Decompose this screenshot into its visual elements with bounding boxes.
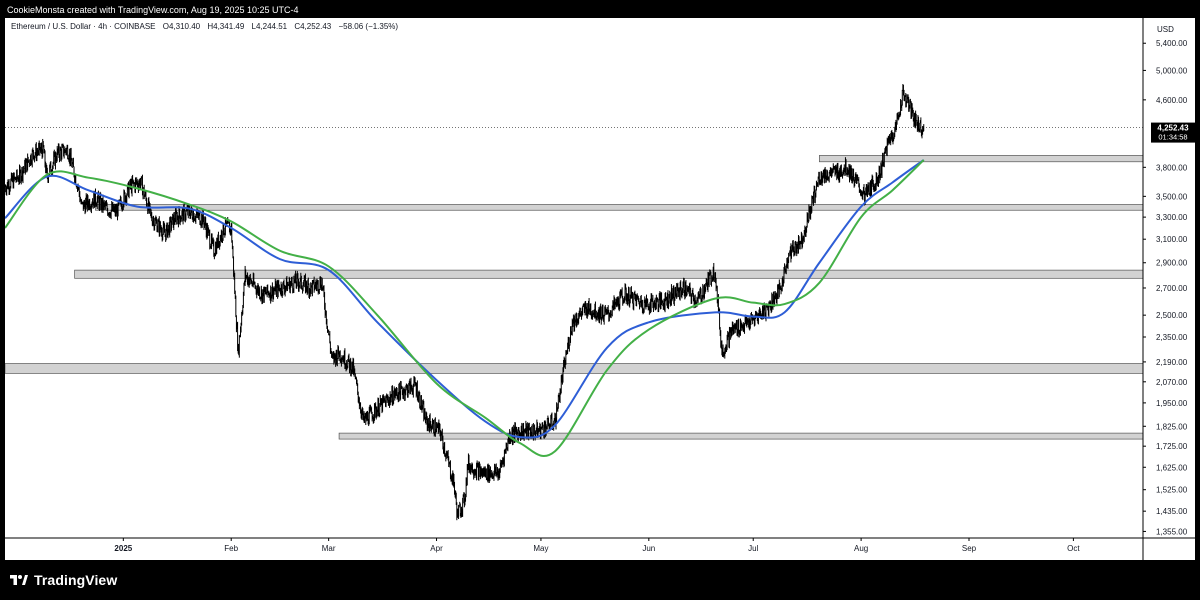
price-tick-label: 1,725.00 [1156,442,1188,451]
time-tick-label: Jun [642,544,655,553]
tradingview-brand: TradingView [8,570,117,590]
current-price-label: 4,252.43 [1157,124,1189,133]
support-resistance-zone [818,155,1144,163]
price-tick-label: 1,525.00 [1156,486,1188,495]
support-resistance-zones [5,127,1144,440]
price-tick-label: 5,000.00 [1156,66,1188,75]
symbol-name[interactable]: Ethereum / U.S. Dollar · 4h · COINBASE [11,22,156,31]
legend-close: C4,252.43 [294,22,332,31]
time-tick-label: 2025 [114,544,132,553]
price-tick-label: 2,070.00 [1156,378,1188,387]
price-tick-label: 3,300.00 [1156,213,1188,222]
price-tick-label: 1,825.00 [1156,422,1188,431]
time-tick-label: May [533,544,548,553]
time-tick-label: Sep [962,544,977,553]
price-tick-label: 4,600.00 [1156,96,1188,105]
moving-average-fast [5,159,925,439]
current-price-tag [1151,122,1195,143]
bar-countdown-label: 01:34:58 [1158,133,1187,142]
price-tick-label: 2,500.00 [1156,311,1188,320]
tradingview-logo-icon [10,575,28,585]
time-tick-label: Feb [224,544,238,553]
legend-high: H4,341.49 [207,22,245,31]
price-tick-label: 1,950.00 [1156,399,1188,408]
price-axis-currency: USD [1157,25,1174,34]
time-tick-label: Oct [1067,544,1080,553]
price-tick-label: 2,350.00 [1156,333,1188,342]
price-tick-label: 1,435.00 [1156,507,1188,516]
support-resistance-zone [5,363,1144,374]
price-tick-label: 1,355.00 [1156,527,1188,536]
axes: USD 5,400.00 5,000.00 4,600.00 3,800.00 3,500… [5,18,1195,560]
chart-panel[interactable]: USD 5,400.00 5,000.00 4,600.00 3,800.00 3,500… [5,18,1195,560]
legend-open: O4,310.40 [162,22,201,31]
support-resistance-zone [338,432,1144,440]
brand-name: TradingView [34,572,118,588]
price-tick-label: 2,900.00 [1156,259,1188,268]
price-tick-label: 5,400.00 [1156,39,1188,48]
price-tick-label: 3,100.00 [1156,235,1188,244]
price-tick-label: 1,625.00 [1156,463,1188,472]
snapshot-caption: CookieMonsta created with TradingView.co… [7,5,299,15]
time-tick-label: Aug [854,544,868,553]
legend-change: −58.06 (−1.35%) [338,22,399,31]
price-series [5,84,925,521]
time-tick-label: Jul [748,544,758,553]
support-resistance-zone [95,204,1144,211]
price-chart[interactable]: USD 5,400.00 5,000.00 4,600.00 3,800.00 3,500… [5,18,1195,560]
price-tick-label: 2,700.00 [1156,284,1188,293]
moving-averages [5,159,925,457]
legend-low: L4,244.51 [251,22,288,31]
moving-average-slow [5,159,925,457]
price-tick-label: 3,800.00 [1156,163,1188,172]
time-tick-label: Apr [430,544,443,553]
symbol-legend: Ethereum / U.S. Dollar · 4h · COINBASE O… [11,21,403,33]
price-tick-label: 3,500.00 [1156,192,1188,201]
price-tick-label: 2,190.00 [1156,358,1188,367]
time-tick-label: Mar [322,544,336,553]
